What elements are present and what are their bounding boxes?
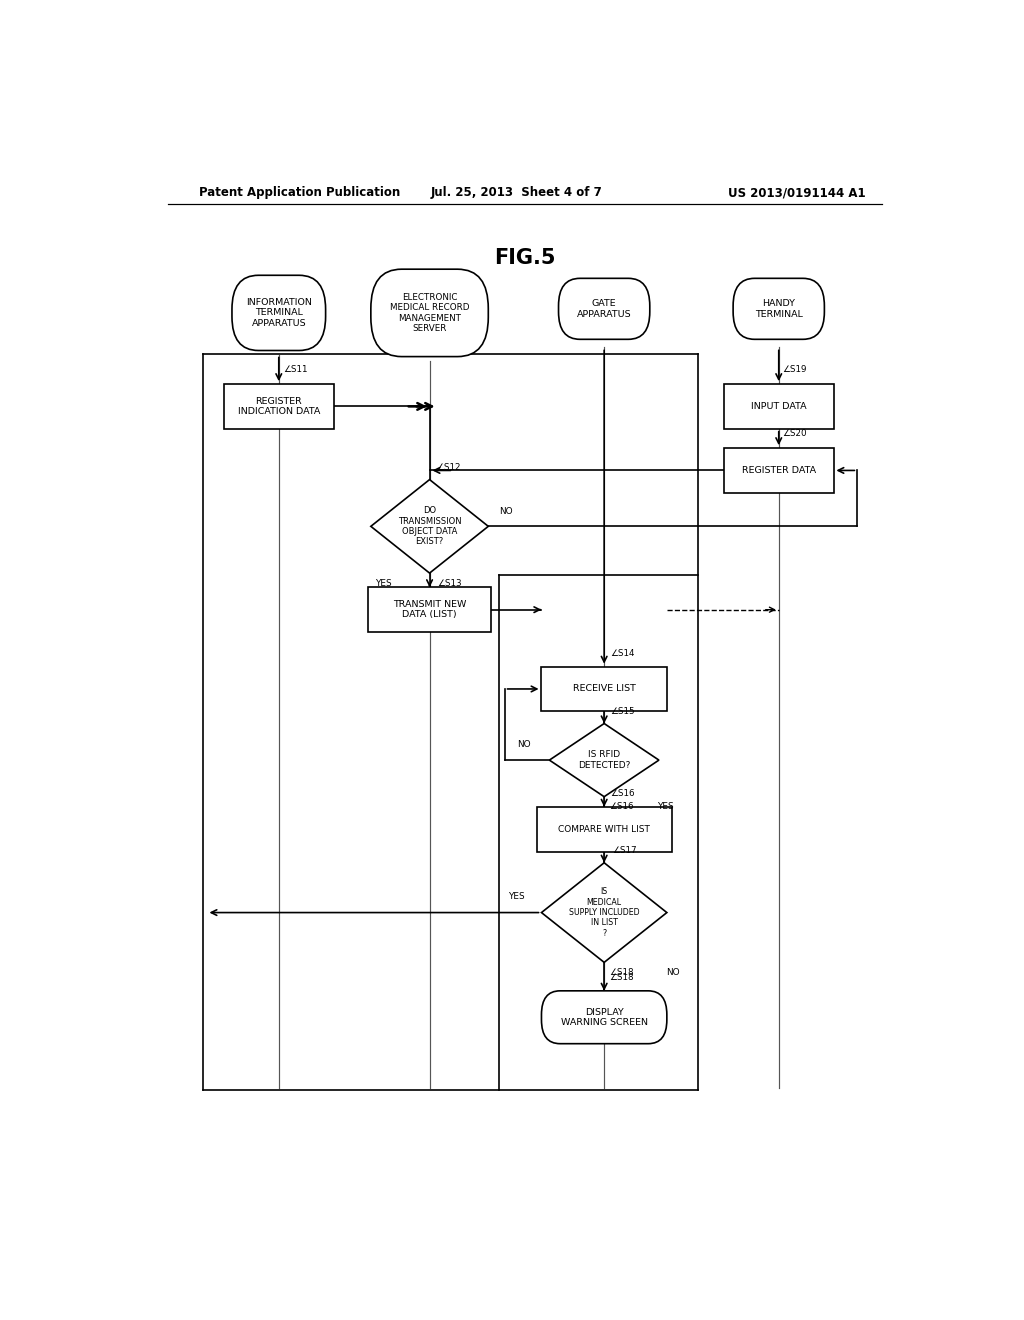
Text: ∠S12: ∠S12: [436, 463, 461, 471]
Text: RECEIVE LIST: RECEIVE LIST: [572, 685, 636, 693]
Text: HANDY
TERMINAL: HANDY TERMINAL: [755, 300, 803, 318]
Text: NO: NO: [499, 507, 513, 516]
Text: REGISTER
INDICATION DATA: REGISTER INDICATION DATA: [238, 397, 319, 416]
Text: TRANSMIT NEW
DATA (LIST): TRANSMIT NEW DATA (LIST): [393, 601, 466, 619]
Bar: [724, 384, 834, 429]
FancyBboxPatch shape: [733, 279, 824, 339]
Text: Jul. 25, 2013  Sheet 4 of 7: Jul. 25, 2013 Sheet 4 of 7: [431, 186, 603, 199]
Bar: [724, 447, 834, 492]
Text: YES: YES: [657, 803, 674, 812]
Text: ∠S15: ∠S15: [610, 706, 635, 715]
Bar: [537, 807, 672, 851]
Text: DO
TRANSMISSION
OBJECT DATA
EXIST?: DO TRANSMISSION OBJECT DATA EXIST?: [397, 507, 462, 546]
Text: ∠S13: ∠S13: [437, 578, 462, 587]
Bar: [542, 667, 667, 711]
Text: ∠S17: ∠S17: [612, 846, 637, 855]
Text: ∠S20: ∠S20: [782, 429, 807, 438]
Text: YES: YES: [508, 892, 524, 900]
Text: INPUT DATA: INPUT DATA: [751, 401, 807, 411]
Text: ∠S18: ∠S18: [609, 973, 634, 982]
Text: DISPLAY
WARNING SCREEN: DISPLAY WARNING SCREEN: [561, 1007, 647, 1027]
Text: COMPARE WITH LIST: COMPARE WITH LIST: [558, 825, 650, 834]
Text: Patent Application Publication: Patent Application Publication: [200, 186, 400, 199]
Text: INFORMATION
TERMINAL
APPARATUS: INFORMATION TERMINAL APPARATUS: [246, 298, 311, 327]
FancyBboxPatch shape: [542, 991, 667, 1044]
Text: ∠S14: ∠S14: [610, 649, 635, 657]
Text: ELECTRONIC
MEDICAL RECORD
MANAGEMENT
SERVER: ELECTRONIC MEDICAL RECORD MANAGEMENT SER…: [390, 293, 469, 333]
Text: ∠S16: ∠S16: [610, 789, 635, 799]
FancyBboxPatch shape: [371, 269, 488, 356]
Text: NO: NO: [517, 741, 530, 750]
Bar: [224, 384, 334, 429]
Text: IS
MEDICAL
SUPPLY INCLUDED
IN LIST
?: IS MEDICAL SUPPLY INCLUDED IN LIST ?: [569, 887, 639, 939]
Text: GATE
APPARATUS: GATE APPARATUS: [577, 300, 632, 318]
Text: ∠S19: ∠S19: [782, 366, 807, 375]
Text: ∠S11: ∠S11: [283, 366, 307, 375]
Polygon shape: [542, 863, 667, 962]
Text: ∠S18: ∠S18: [609, 968, 634, 977]
Text: US 2013/0191144 A1: US 2013/0191144 A1: [728, 186, 866, 199]
Bar: [368, 587, 492, 632]
Text: IS RFID
DETECTED?: IS RFID DETECTED?: [578, 750, 631, 770]
Text: NO: NO: [667, 968, 680, 977]
Polygon shape: [371, 479, 488, 573]
Text: REGISTER DATA: REGISTER DATA: [741, 466, 816, 475]
Text: YES: YES: [375, 578, 392, 587]
FancyBboxPatch shape: [558, 279, 650, 339]
Text: FIG.5: FIG.5: [494, 248, 556, 268]
FancyBboxPatch shape: [232, 276, 326, 351]
Text: ∠S16: ∠S16: [609, 803, 634, 812]
Polygon shape: [550, 723, 658, 797]
